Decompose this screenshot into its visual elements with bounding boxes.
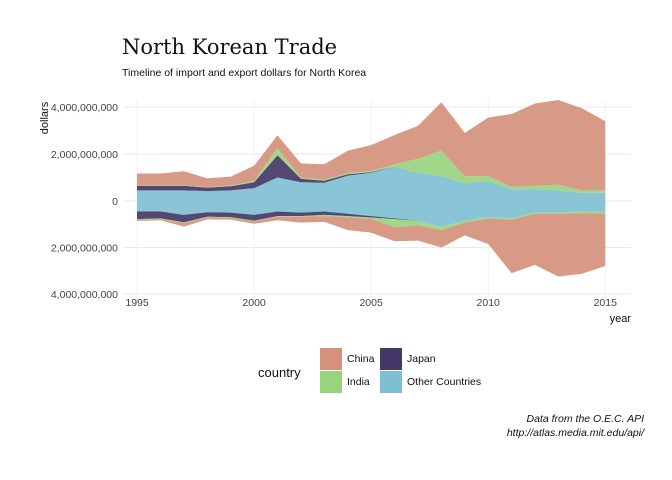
area-layer	[137, 100, 606, 277]
legend-label-japan: Japan	[407, 353, 436, 365]
x-tick-label: 1995	[125, 297, 149, 309]
legend-swatch-china	[320, 348, 342, 370]
y-tick-label: 0	[112, 196, 118, 208]
legend-label-china: China	[347, 353, 375, 365]
area-exports-china	[137, 100, 606, 191]
chart-title: North Korean Trade	[122, 35, 338, 59]
x-tick-label: 2005	[359, 297, 383, 309]
area-imports-china	[137, 213, 606, 277]
caption-line-1: Data from the O.E.C. API	[526, 413, 644, 425]
x-tick-label: 2015	[594, 297, 618, 309]
y-tick-label: 4,000,000,000	[51, 289, 118, 301]
legend: country China Japan India Other Countrie…	[258, 346, 498, 394]
area-imports-india	[137, 211, 606, 231]
area-exports-other-countries	[137, 166, 606, 201]
legend-swatch-india	[320, 371, 342, 393]
legend-swatch-other-countries	[380, 371, 402, 393]
y-tick-label: 2,000,000,000	[51, 243, 118, 255]
caption-line-2: http://atlas.media.mit.edu/api/	[506, 427, 644, 439]
y-tick-label: 2,000,000,000	[51, 149, 118, 161]
area-exports-japan	[137, 155, 606, 193]
legend-item-india: India	[320, 371, 370, 393]
legend-item-china: China	[320, 348, 374, 370]
tick-labels: 4,000,000,000 2,000,000,000 0 2,000,000,000…	[51, 102, 617, 309]
x-tick-label: 2000	[242, 297, 266, 309]
legend-item-other-countries: Other Countries	[380, 371, 481, 393]
chart-subtitle: Timeline of import and export dollars fo…	[122, 67, 367, 79]
legend-label-india: India	[347, 376, 370, 388]
legend-label-other-countries: Other Countries	[407, 376, 482, 388]
area-exports-india	[137, 148, 606, 193]
x-tick-label: 2010	[477, 297, 501, 309]
x-axis-title: year	[610, 313, 632, 325]
data-source-caption: Data from the O.E.C. API http://atlas.me…	[507, 412, 644, 440]
area-imports-other-countries	[137, 201, 606, 227]
y-axis-title: dollars	[39, 101, 51, 134]
legend-title: country	[258, 365, 301, 380]
area-imports-japan	[137, 211, 606, 227]
legend-swatch-japan	[380, 348, 402, 370]
legend-item-japan: Japan	[380, 348, 436, 370]
y-tick-label: 4,000,000,000	[51, 102, 118, 114]
